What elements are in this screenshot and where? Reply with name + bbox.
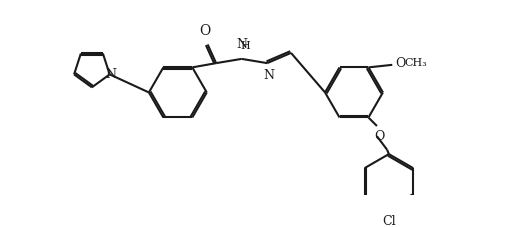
Text: O: O — [395, 57, 405, 70]
Text: CH₃: CH₃ — [404, 58, 427, 68]
Text: N: N — [236, 38, 247, 51]
Text: Cl: Cl — [382, 215, 396, 227]
Text: N: N — [105, 68, 116, 81]
Text: O: O — [200, 24, 211, 38]
Text: H: H — [240, 41, 250, 51]
Text: N: N — [264, 69, 275, 82]
Text: O: O — [374, 130, 385, 143]
